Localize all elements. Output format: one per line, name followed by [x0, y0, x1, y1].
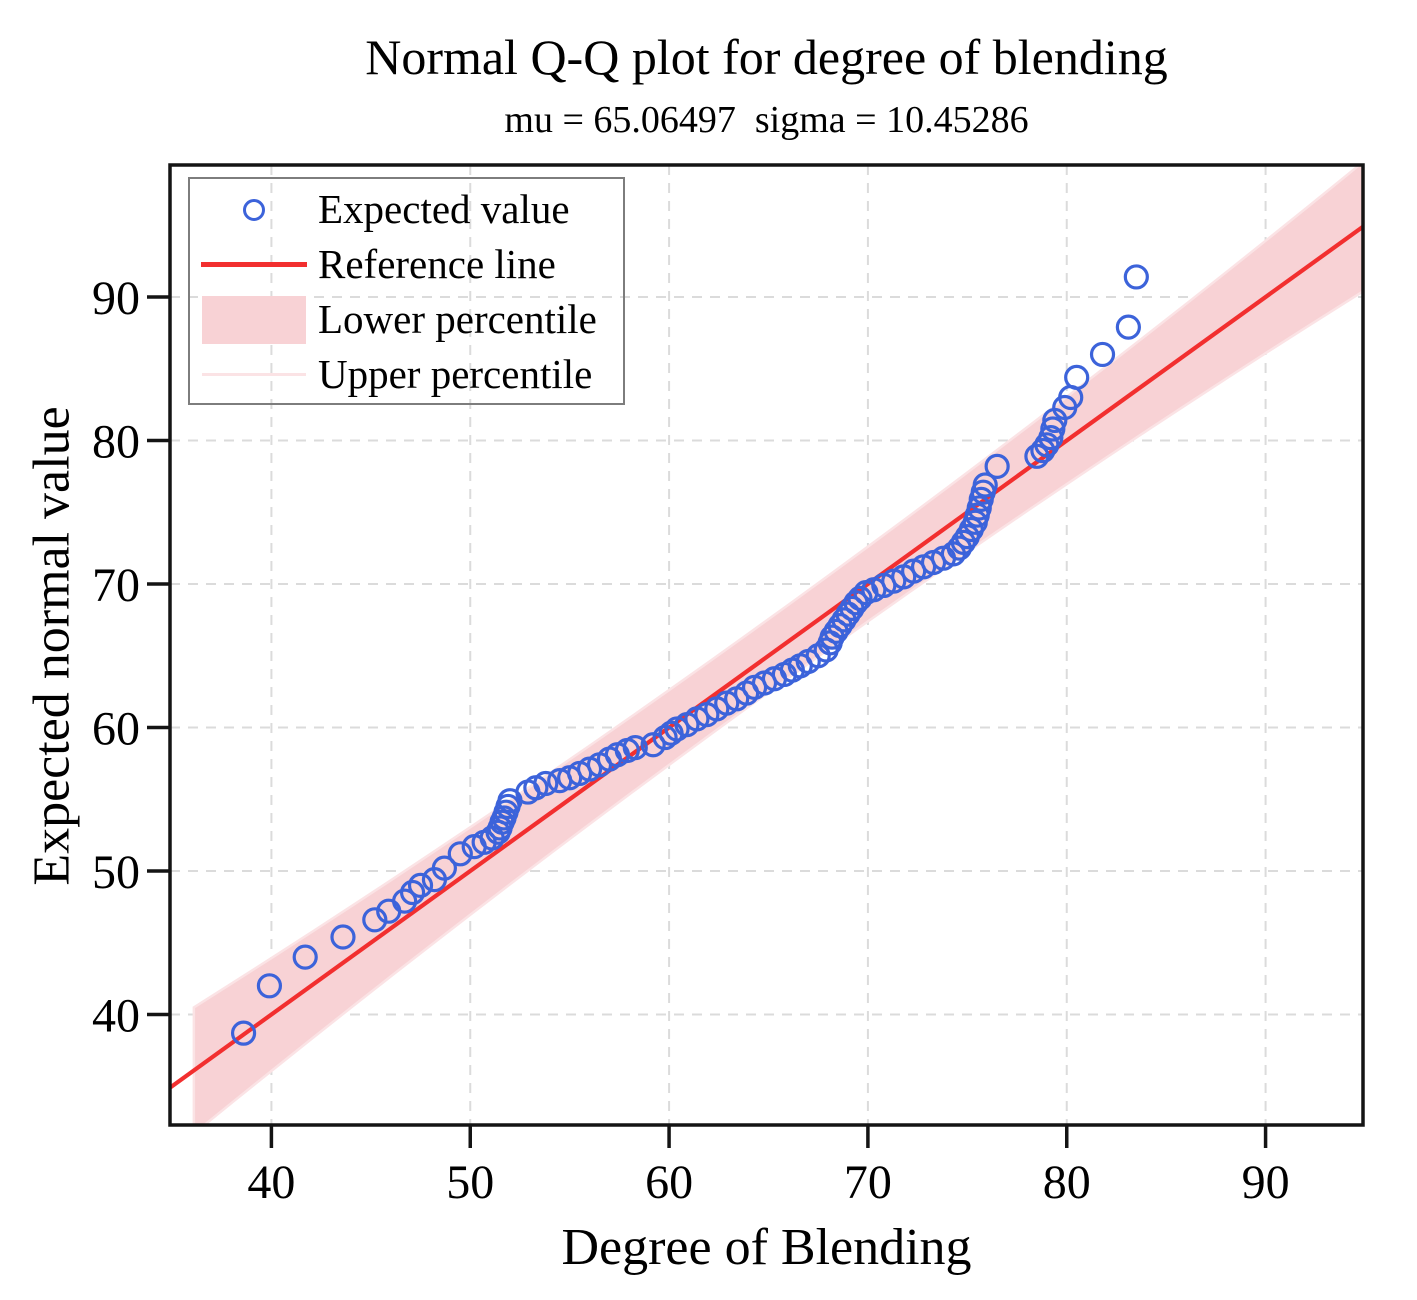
data-point: [330, 924, 356, 950]
red-line-swatch-icon: [201, 262, 307, 267]
legend-item-upper-percentile: Upper percentile: [190, 347, 623, 402]
data-point: [1089, 341, 1116, 368]
percentile-band: [192, 165, 1363, 1125]
y-tick-label: 80: [92, 416, 140, 469]
legend-label: Upper percentile: [318, 351, 593, 397]
data-point: [1123, 264, 1149, 290]
legend-box: Expected value Reference line Lower perc…: [188, 177, 625, 405]
legend-item-expected-value: Expected value: [190, 182, 623, 237]
y-tick-label: 60: [92, 703, 140, 756]
x-tick-label: 40: [247, 1156, 295, 1209]
data-point: [533, 770, 559, 797]
expected-value-points: [230, 264, 1149, 1046]
data-point: [1115, 314, 1141, 340]
data-point: [1030, 437, 1056, 464]
data-point: [292, 944, 318, 970]
x-tick-label: 60: [645, 1156, 693, 1209]
legend-label: Lower percentile: [318, 296, 597, 342]
y-tick-label: 40: [92, 990, 140, 1043]
reference-line: [170, 225, 1363, 1090]
data-point: [256, 973, 283, 999]
data-point: [1064, 364, 1090, 390]
y-tick-label: 90: [92, 272, 140, 325]
data-point: [431, 855, 457, 881]
open-circle-marker-icon: [243, 198, 265, 221]
data-point: [407, 872, 434, 898]
gridlines: [170, 165, 1363, 1125]
faint-line-swatch-icon: [202, 373, 306, 376]
data-point: [447, 841, 473, 867]
data-point: [399, 879, 426, 906]
data-point: [230, 1020, 257, 1046]
y-tick-label: 50: [92, 846, 140, 899]
data-point: [984, 453, 1010, 479]
data-point: [972, 472, 998, 498]
legend-item-reference-line: Reference line: [190, 237, 623, 292]
x-tick-label: 90: [1242, 1156, 1290, 1209]
x-axis-title: Degree of Blending: [561, 1219, 972, 1276]
legend-label: Reference line: [318, 241, 556, 287]
x-tick-label: 80: [1043, 1156, 1091, 1209]
y-tick-label: 70: [92, 559, 140, 612]
axis-ticks: [147, 295, 1268, 1148]
data-point: [362, 907, 388, 933]
legend-label: Expected value: [318, 186, 570, 232]
plot-frame: [168, 163, 1365, 1127]
pink-band-swatch-icon: [202, 295, 306, 344]
data-point: [622, 735, 648, 761]
data-point: [847, 585, 873, 611]
x-tick-label: 70: [844, 1156, 892, 1209]
x-tick-label: 50: [446, 1156, 494, 1209]
legend-item-lower-percentile: Lower percentile: [190, 292, 623, 347]
axis-tick-labels: 40 50 60 70 80 90 40 50 60 70 80 90: [92, 272, 1290, 1209]
data-point: [950, 529, 976, 555]
y-axis-title: Expected normal value: [23, 406, 81, 886]
chart-title: Normal Q-Q plot for degree of blending: [365, 29, 1168, 85]
chart-subtitle: mu = 65.06497 sigma = 10.45286: [504, 99, 1029, 141]
data-point: [392, 888, 418, 914]
